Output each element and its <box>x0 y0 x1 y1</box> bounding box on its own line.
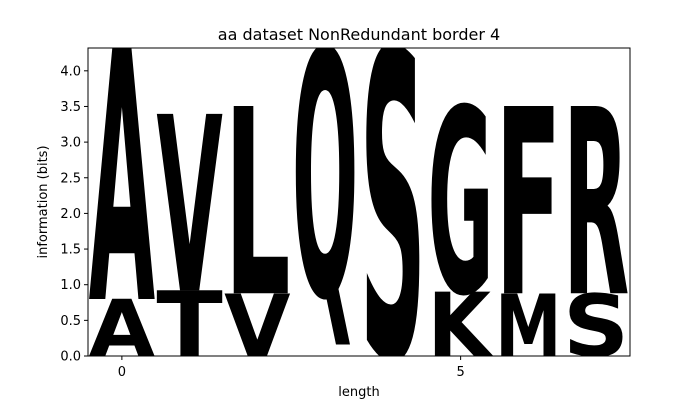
logo-letter-a-pos0-0: A <box>89 285 156 375</box>
chart-title: aa dataset NonRedundant border 4 <box>218 25 500 44</box>
logo-letter-a-pos0-1: A <box>89 0 155 381</box>
x-axis-label: length <box>338 385 379 400</box>
logo-letter-r-pos7-1: R <box>563 56 629 355</box>
logo-letter-k-pos5-0: K <box>427 275 494 377</box>
y-axis: 0.0 0.5 1.0 1.5 2.0 2.5 3.0 3.5 4.0 <box>60 64 88 365</box>
y-tick-label: 0.0 <box>60 350 81 365</box>
y-tick-label: 3.0 <box>60 136 81 151</box>
y-tick-label: 2.5 <box>60 171 81 186</box>
logo-letter-s-pos4-0: S <box>360 0 426 400</box>
y-axis-label: information (bits) <box>36 145 51 258</box>
y-tick-label: 1.0 <box>60 278 81 293</box>
logo-letter-g-pos5-1: G <box>427 55 493 353</box>
y-tick-label: 2.0 <box>60 207 81 222</box>
logo-letter-q-pos3-0: Q <box>292 0 358 375</box>
logo-letter-m-pos6-0: M <box>495 278 561 377</box>
logo-letter-l-pos2-1: L <box>224 56 290 355</box>
y-tick-label: 4.0 <box>60 64 81 79</box>
plot-frame <box>87 47 631 357</box>
logo-letters: AA TV VL Q S KG MF SR <box>89 0 630 400</box>
logo-letter-s-pos7-0: S <box>563 277 629 377</box>
y-tick-label: 1.5 <box>60 243 81 258</box>
x-tick-label: 5 <box>456 365 464 380</box>
y-tick-label: 0.5 <box>60 314 81 329</box>
logo-letter-t-pos1-0: T <box>156 273 223 378</box>
x-tick-label: 0 <box>118 365 126 380</box>
logo-letter-v-pos2-0: V <box>224 277 291 377</box>
logo-letter-f-pos6-1: F <box>495 55 561 354</box>
y-tick-label: 3.5 <box>60 100 81 115</box>
logo-letter-v-pos1-1: V <box>156 65 222 348</box>
